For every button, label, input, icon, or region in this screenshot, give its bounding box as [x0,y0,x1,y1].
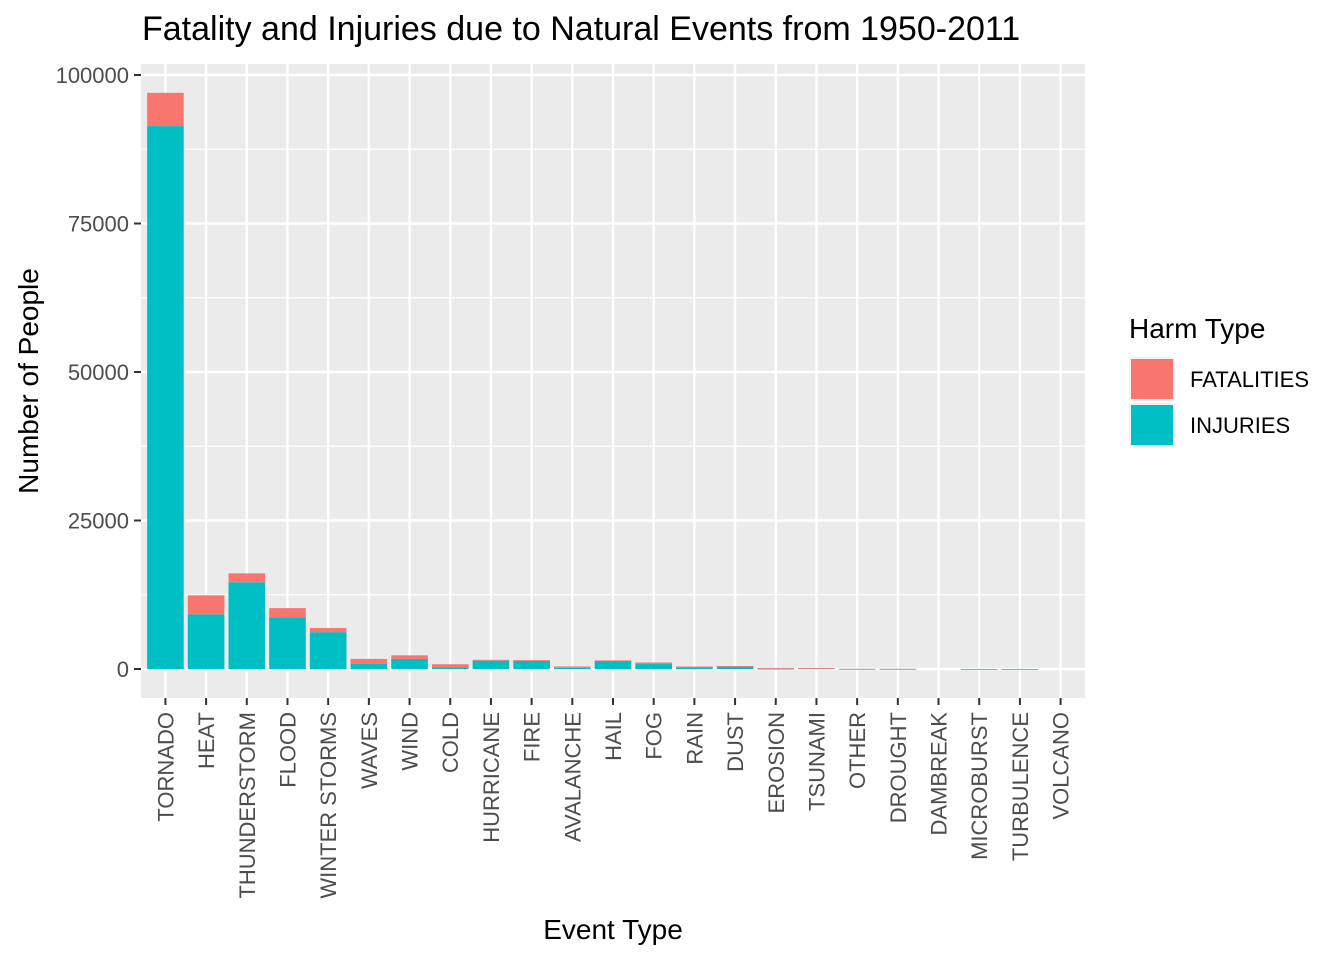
x-tick-label: RAIN [682,712,707,765]
x-axis: TORNADO HEAT THUNDERSTORM FLOOD WINTER STORM… [153,698,1074,899]
bar-fatalities-hail [594,660,632,662]
bar-fatalities-erosion [757,667,795,669]
x-tick-label: VOLCANO [1049,712,1074,820]
x-tick-label: DUST [723,712,748,772]
x-tick-label: FIRE [520,712,545,762]
x-tick-label: TURBULENCE [1008,712,1033,861]
x-axis-title: Event Type [543,914,683,945]
bar-fatalities-other [838,668,876,670]
bar-injuries-avalanche [554,667,591,669]
bar-injuries-waves [350,663,388,669]
legend-label-injuries: INJURIES [1190,413,1290,438]
bar-injuries-winter-storms [309,632,347,669]
bar-injuries-rain [676,667,713,669]
x-tick-label: FOG [642,712,667,760]
bar-injuries-hurricane [472,660,510,669]
bar-injuries-fog [635,663,672,669]
y-axis: 0 25000 50000 75000 100000 [56,63,141,682]
x-tick-label: HEAT [194,712,219,769]
bar-fatalities-drought [879,668,917,670]
bar-injuries-dust [716,666,754,669]
x-tick-label: EROSION [764,712,789,813]
bar-fatalities-cold [431,664,469,668]
x-tick-label: WINTER STORMS [316,712,341,899]
bars [147,92,1039,670]
x-tick-label: HAIL [601,712,626,761]
bar-fatalities-hurricane [472,659,510,661]
x-tick-label: WIND [398,712,423,771]
bar-fatalities-dust [716,666,754,667]
bar-fatalities-winter-storms [309,628,347,633]
bar-fatalities-heat [187,595,225,615]
legend-key-fatalities [1131,359,1173,399]
x-tick-label: DAMBREAK [927,712,952,836]
x-tick-label: DROUGHT [886,712,911,823]
bar-fatalities-tornado [147,92,184,127]
y-tick-label: 100000 [56,63,129,88]
bar-fatalities-wind [391,655,428,659]
x-tick-label: MICROBURST [967,712,992,860]
chart-title: Fatality and Injuries due to Natural Eve… [142,10,1020,48]
x-tick-label: WAVES [357,712,382,789]
bar-fatalities-flood [269,608,306,618]
bar-injuries-heat [187,614,225,669]
legend-key-injuries [1131,405,1173,445]
x-tick-label: COLD [438,712,463,773]
bar-fatalities-fire [513,660,550,661]
bar-fatalities-fog [635,662,672,664]
y-tick-label: 25000 [68,509,129,534]
bar-injuries-cold [431,667,469,669]
x-tick-label: OTHER [845,712,870,789]
x-tick-label: TSUNAMI [804,712,829,811]
bar-injuries-thunderstorm [228,582,266,669]
x-tick-label: AVALANCHE [560,712,585,842]
y-axis-title: Number of People [13,268,44,494]
x-tick-label: FLOOD [275,712,300,788]
x-tick-label: THUNDERSTORM [235,712,260,899]
bar-injuries-hail [594,660,632,669]
bar-fatalities-waves [350,658,388,664]
bar-fatalities-thunderstorm [228,573,266,583]
x-tick-label: TORNADO [153,712,178,822]
legend-title: Harm Type [1129,313,1265,344]
bar-fatalities-avalanche [554,666,591,668]
bar-injuries-flood [269,617,306,669]
bar-injuries-turbulence [1001,668,1039,670]
bar-injuries-fire [513,660,550,669]
y-tick-label: 75000 [68,212,129,237]
legend-label-fatalities: FATALITIES [1190,367,1309,392]
x-tick-label: HURRICANE [479,712,504,843]
y-tick-label: 0 [117,657,129,682]
legend: Harm Type FATALITIES INJURIES [1129,313,1309,447]
bar-fatalities-rain [676,666,713,668]
y-tick-label: 50000 [68,360,129,385]
bar-injuries-microburst [960,668,998,670]
bar-injuries-tornado [147,126,184,670]
bar-injuries-erosion [757,668,795,670]
bar-fatalities-tsunami [798,668,835,669]
bar-injuries-wind [391,658,428,669]
